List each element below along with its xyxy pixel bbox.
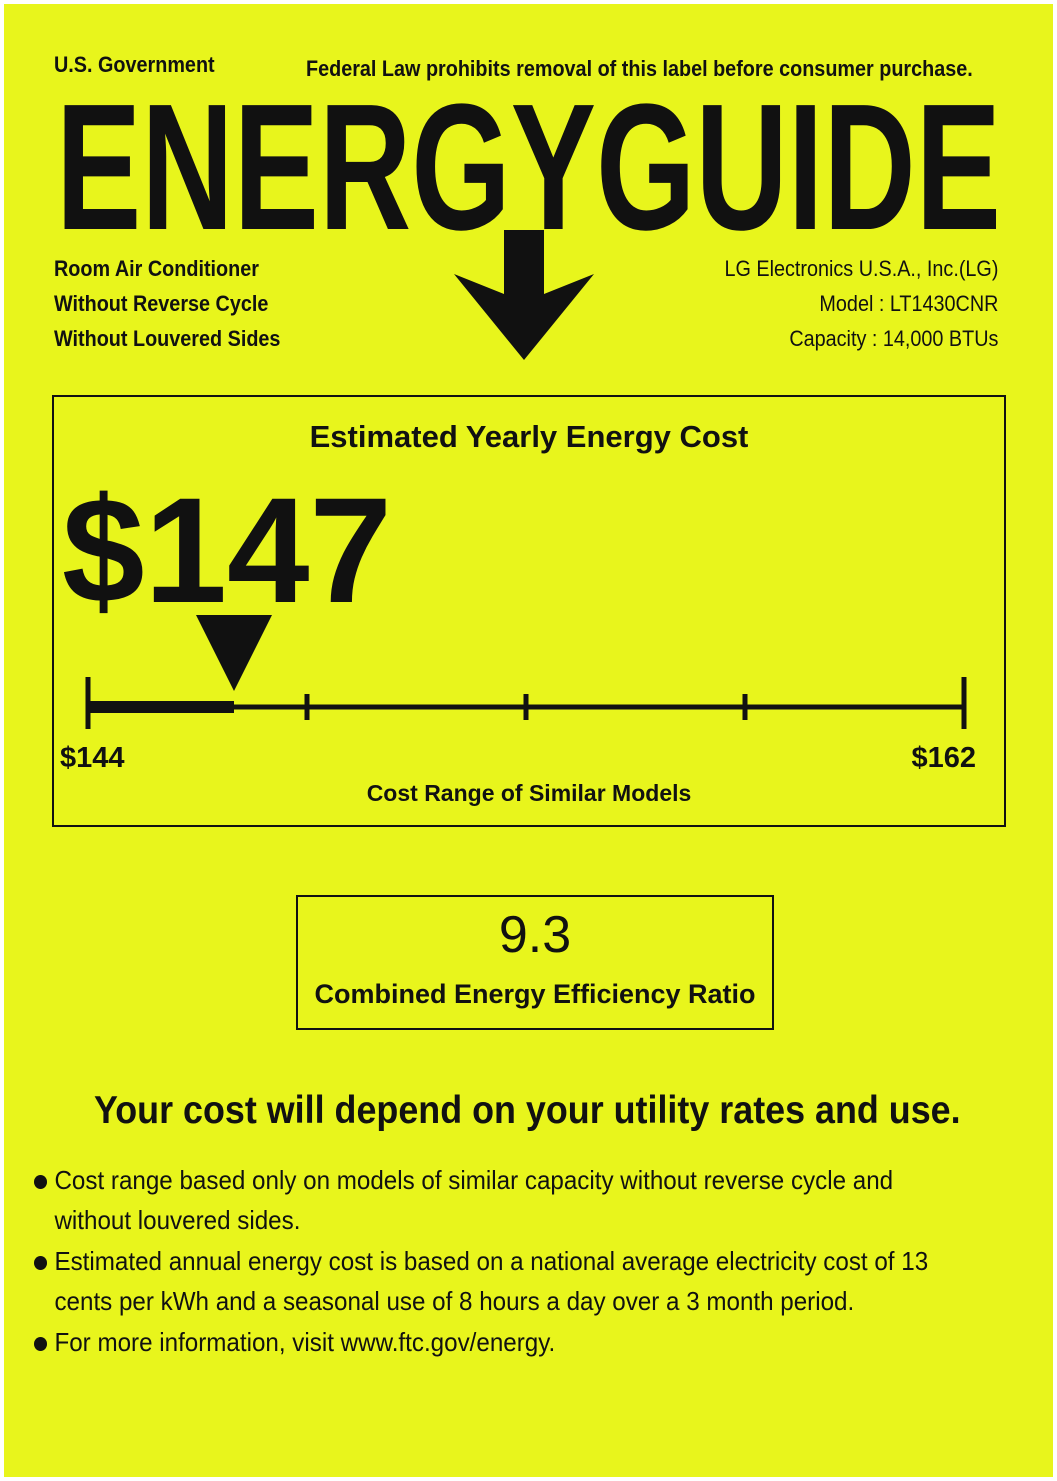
manufacturer-name: LG Electronics U.S.A., Inc.(LG) bbox=[724, 256, 998, 281]
federal-notice: Federal Law prohibits removal of this la… bbox=[306, 56, 973, 81]
bullet-icon bbox=[34, 1256, 48, 1271]
disclaimer: Your cost will depend on your utility ra… bbox=[94, 1089, 961, 1132]
efficiency-box: 9.3 Combined Energy Efficiency Ratio bbox=[296, 895, 774, 1030]
capacity: Capacity : 14,000 BTUs bbox=[788, 326, 998, 351]
down-arrow-icon bbox=[454, 230, 594, 360]
energyguide-label: U.S. Government Federal Law prohibits re… bbox=[4, 4, 1053, 1477]
bullet-text: Estimated annual energy cost is based on… bbox=[54, 1246, 929, 1276]
product-feature: Without Louvered Sides bbox=[54, 326, 281, 351]
cost-value: $147 bbox=[62, 466, 392, 634]
cost-scale: $147 bbox=[62, 466, 967, 729]
product-description: Room Air Conditioner Without Reverse Cyc… bbox=[54, 251, 280, 356]
bullet-icon bbox=[34, 1175, 48, 1190]
range-max-label: $162 bbox=[911, 742, 976, 774]
bullet-text: cents per kWh and a seasonal use of 8 ho… bbox=[54, 1286, 855, 1316]
bullet-text: Cost range based only on models of simil… bbox=[54, 1165, 894, 1195]
us-government-text: U.S. Government bbox=[54, 52, 215, 77]
cost-heading: Estimated Yearly Energy Cost bbox=[309, 419, 749, 454]
range-min-label: $144 bbox=[60, 742, 125, 774]
bullet-item: For more information, visit www.ftc.gov/… bbox=[34, 1322, 973, 1362]
model-number: Model : LT1430CNR bbox=[818, 291, 998, 316]
product-feature: Without Reverse Cycle bbox=[54, 291, 269, 316]
range-caption: Cost Range of Similar Models bbox=[366, 780, 692, 806]
yearly-cost-box: Estimated Yearly Energy Cost $147 $144 $… bbox=[52, 395, 1006, 827]
energyguide-logo: ENERGYGUIDE bbox=[56, 67, 1001, 360]
bullet-text: without louvered sides. bbox=[54, 1205, 301, 1235]
efficiency-label: Combined Energy Efficiency Ratio bbox=[314, 979, 756, 1009]
bullet-icon bbox=[34, 1337, 48, 1352]
cost-pointer-icon bbox=[196, 615, 272, 691]
bullet-text: For more information, visit www.ftc.gov/… bbox=[54, 1327, 556, 1357]
manufacturer-info: LG Electronics U.S.A., Inc.(LG) Model : … bbox=[724, 251, 998, 356]
cost-position-bar bbox=[88, 701, 234, 713]
bullet-item: Estimated annual energy cost is based on… bbox=[34, 1241, 973, 1321]
bullet-item: Cost range based only on models of simil… bbox=[34, 1160, 973, 1240]
product-type: Room Air Conditioner bbox=[54, 256, 259, 281]
efficiency-value: 9.3 bbox=[498, 906, 572, 964]
